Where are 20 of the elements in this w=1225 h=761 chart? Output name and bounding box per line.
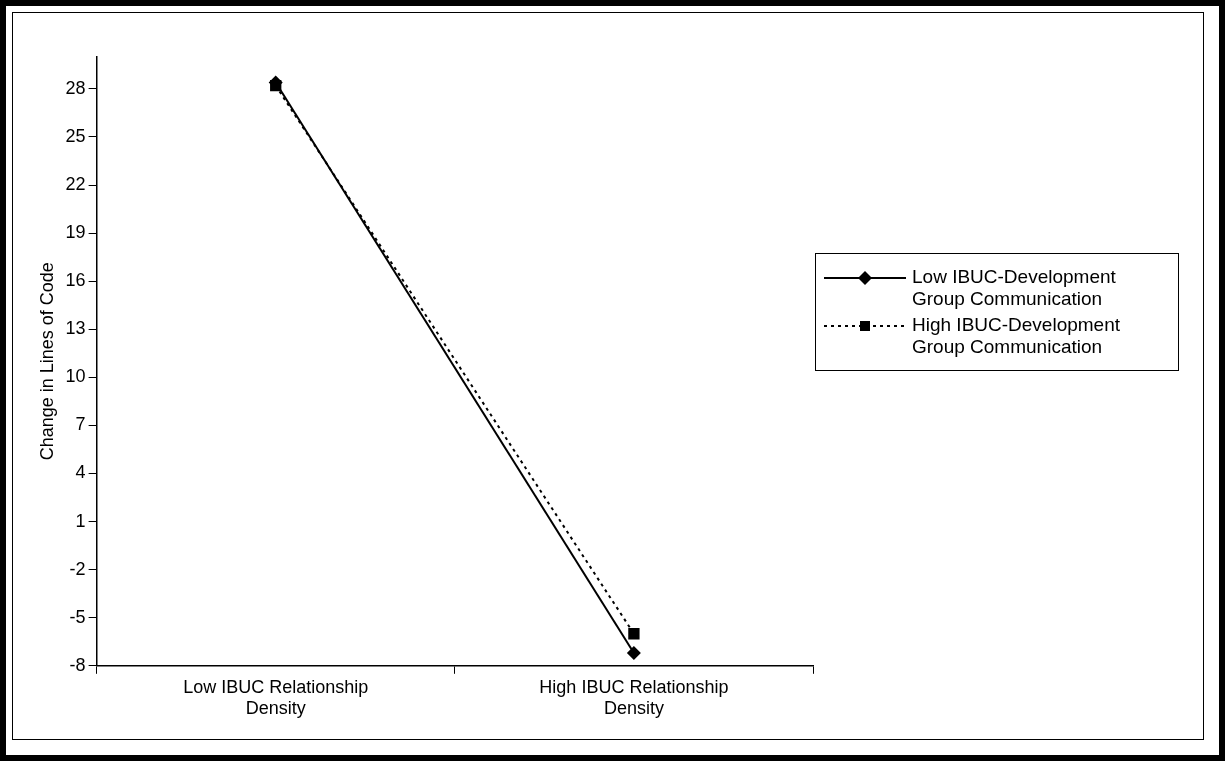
y-tick-label: 13 <box>65 318 86 339</box>
point <box>628 628 640 640</box>
y-tick-label: 1 <box>75 510 86 531</box>
point <box>626 645 641 660</box>
y-tick-label: 19 <box>65 222 86 243</box>
y-tick-label: 28 <box>65 77 86 98</box>
x-tick-label: Low IBUC Relationship Density <box>183 676 369 719</box>
y-tick-label: 10 <box>65 366 86 387</box>
y-tick-label: -2 <box>69 558 86 579</box>
y-tick-label: 16 <box>65 270 86 291</box>
y-tick-label: 7 <box>75 414 86 435</box>
legend-label: Low IBUC-Development Group Communication <box>912 266 1117 310</box>
y-tick-label: 4 <box>75 462 86 483</box>
legend-label: High IBUC-Development Group Communication <box>912 314 1122 358</box>
y-tick-label: -5 <box>69 606 86 627</box>
y-tick-label: 25 <box>65 125 86 146</box>
y-axis-title: Change in Lines of Code <box>36 262 57 461</box>
y-tick-label: 22 <box>65 173 86 194</box>
x-tick-label: High IBUC Relationship Density <box>539 676 729 719</box>
y-tick-label: -8 <box>69 654 86 675</box>
